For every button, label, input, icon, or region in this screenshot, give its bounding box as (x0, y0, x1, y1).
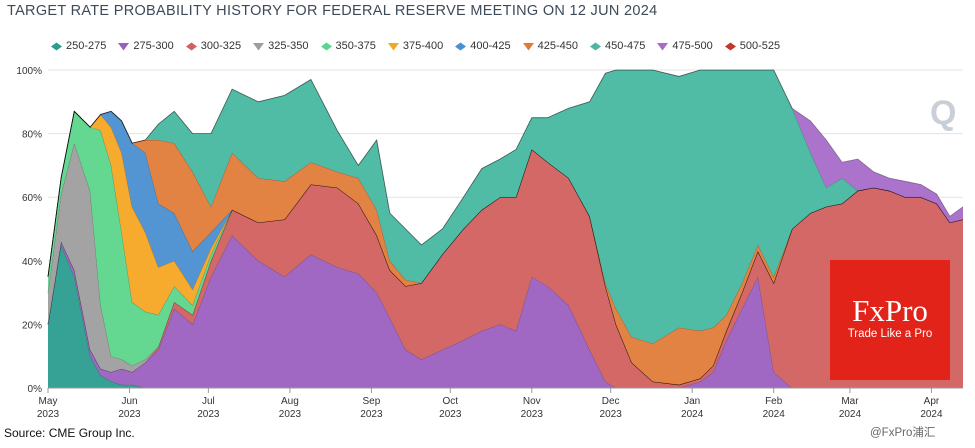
legend-label: 400-425 (470, 40, 511, 52)
legend-item-450-475[interactable]: 450-475 (589, 40, 645, 52)
legend-label: 475-500 (672, 40, 713, 52)
x-tick-year: 2023 (600, 409, 623, 420)
x-tick-year: 2024 (920, 409, 943, 420)
x-tick-year: 2023 (279, 409, 302, 420)
chart-title: TARGET RATE PROBABILITY HISTORY FOR FEDE… (7, 3, 658, 19)
legend-label: 375-400 (402, 40, 444, 52)
legend-swatch-icon (185, 42, 197, 50)
legend-label: 450-475 (605, 40, 646, 52)
legend-item-350-375[interactable]: 350-375 (320, 40, 376, 52)
area-series-350-375 (48, 111, 963, 385)
legend-item-425-450[interactable]: 425-450 (522, 40, 578, 52)
x-tick-year: 2024 (839, 409, 862, 420)
legend-swatch-icon (118, 42, 130, 50)
x-tick-label: Apr (924, 396, 940, 407)
legend-label: 250-275 (66, 40, 107, 52)
x-tick-label: May (39, 396, 58, 407)
area-series-300-325 (48, 149, 963, 388)
x-tick-label: Mar (841, 396, 859, 407)
x-tick-year: 2023 (118, 409, 141, 420)
x-tick-year: 2023 (439, 409, 462, 420)
fxpro-logo: FxPro Trade Like a Pro (830, 260, 950, 380)
watermark: @FxPro浦汇 (870, 427, 936, 439)
y-tick-label: 0% (28, 384, 43, 395)
legend-swatch-icon (657, 42, 669, 50)
legend-label: 350-375 (335, 40, 376, 52)
x-tick-label: Oct (443, 396, 459, 407)
x-tick-year: 2023 (360, 409, 383, 420)
y-tick-label: 100% (16, 66, 42, 77)
legend: 250-275 275-300 300-325 325-350 350-375 375-4… (50, 40, 791, 52)
legend-swatch-icon (455, 42, 467, 50)
x-tick-year: 2023 (521, 409, 544, 420)
legend-item-325-350[interactable]: 325-350 (252, 40, 309, 52)
legend-item-275-300[interactable]: 275-300 (117, 40, 174, 52)
legend-swatch-icon (320, 42, 332, 50)
legend-swatch-icon (522, 42, 534, 50)
legend-item-375-400[interactable]: 375-400 (387, 40, 443, 52)
x-tick-label: Jan (684, 396, 700, 407)
legend-item-500-525[interactable]: 500-525 (724, 40, 780, 52)
legend-swatch-icon (724, 42, 736, 50)
legend-item-475-500[interactable]: 475-500 (656, 40, 713, 52)
legend-swatch-icon (253, 42, 265, 50)
y-tick-label: 80% (22, 130, 42, 141)
legend-swatch-icon (590, 42, 601, 50)
x-tick-label: Feb (765, 396, 783, 407)
fxpro-logo-tagline: Trade Like a Pro (847, 328, 933, 340)
legend-item-400-425[interactable]: 400-425 (454, 40, 511, 52)
source-note: Source: CME Group Inc. (4, 426, 135, 440)
y-tick-label: 20% (22, 320, 42, 331)
x-tick-year: 2023 (37, 409, 60, 420)
y-tick-label: 60% (22, 193, 42, 204)
q-logo-icon: Q (930, 94, 956, 132)
area-series-275-300 (48, 235, 963, 388)
x-tick-label: Dec (602, 396, 620, 407)
legend-label: 325-350 (268, 40, 309, 52)
legend-label: 500-525 (739, 40, 781, 52)
x-tick-label: Sep (363, 396, 381, 407)
legend-swatch-icon (51, 42, 62, 50)
area-series-line-475-500 (47, 69, 964, 277)
legend-label: 425-450 (537, 40, 578, 52)
x-tick-year: 2024 (681, 409, 704, 420)
y-tick-label: 40% (22, 257, 42, 268)
x-tick-year: 2024 (763, 409, 786, 420)
legend-label: 275-300 (133, 40, 174, 52)
legend-item-300-325[interactable]: 300-325 (185, 40, 241, 52)
x-tick-year: 2023 (197, 409, 220, 420)
fxpro-logo-name: FxPro (852, 293, 928, 328)
x-tick-label: Nov (523, 396, 541, 407)
x-tick-label: Jul (202, 396, 215, 407)
x-tick-label: Jun (121, 396, 137, 407)
legend-swatch-icon (387, 42, 399, 50)
area-series-450-475 (48, 70, 963, 344)
legend-label: 300-325 (200, 40, 242, 52)
x-tick-label: Aug (281, 396, 299, 407)
legend-item-250-275[interactable]: 250-275 (50, 40, 106, 52)
